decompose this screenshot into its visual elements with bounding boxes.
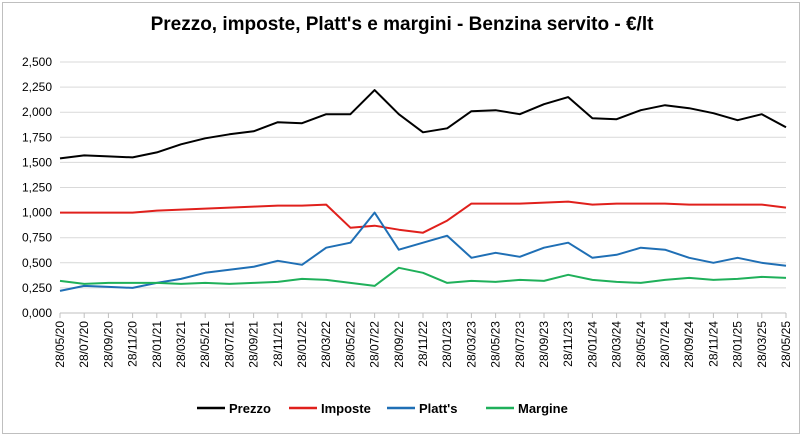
y-tick-label: 2,000 xyxy=(22,105,52,119)
x-tick-label: 28/01/23 xyxy=(440,321,454,368)
x-tick-label: 28/05/21 xyxy=(198,321,212,368)
x-tick-label: 28/05/25 xyxy=(779,321,793,368)
y-tick-label: 2,250 xyxy=(22,80,52,94)
x-tick-label: 28/07/20 xyxy=(77,321,91,368)
x-tick-label: 28/01/21 xyxy=(150,321,164,368)
x-tick-label: 28/05/20 xyxy=(53,321,67,368)
x-tick-label: 28/09/22 xyxy=(392,321,406,368)
chart-frame xyxy=(2,2,800,434)
x-tick-label: 28/09/23 xyxy=(537,321,551,368)
x-tick-label: 28/11/23 xyxy=(561,321,575,367)
legend-label: Imposte xyxy=(321,401,371,416)
x-tick-label: 28/09/24 xyxy=(682,321,696,368)
series-line-margine xyxy=(59,266,787,287)
y-tick-label: 1,500 xyxy=(22,155,52,169)
x-tick-label: 28/11/20 xyxy=(126,321,140,367)
x-tick-label: 28/01/24 xyxy=(585,321,599,368)
legend-label: Platt's xyxy=(419,401,458,416)
y-tick-label: 0,500 xyxy=(22,256,52,270)
series-line-imposte xyxy=(60,200,787,234)
y-tick-label: 0,250 xyxy=(22,281,52,295)
x-tick-label: 28/07/23 xyxy=(513,321,527,368)
y-tick-label: 0,750 xyxy=(22,231,52,245)
x-tick-label: 28/01/22 xyxy=(295,321,309,368)
x-tick-label: 28/01/25 xyxy=(731,321,745,368)
series-line-prezzo xyxy=(59,89,787,160)
y-tick-label: 1,750 xyxy=(22,130,52,144)
x-tick-label: 28/05/23 xyxy=(489,321,503,368)
y-tick-label: 2,500 xyxy=(22,55,52,69)
x-tick-label: 28/07/24 xyxy=(658,321,672,368)
x-tick-label: 28/03/25 xyxy=(755,321,769,368)
y-tick-label: 0,000 xyxy=(22,306,52,320)
x-tick-label: 28/03/21 xyxy=(174,321,188,368)
x-tick-label: 28/11/24 xyxy=(706,321,720,367)
y-tick-label: 1,000 xyxy=(22,206,52,220)
series-line-platts xyxy=(59,211,787,292)
x-tick-label: 28/09/21 xyxy=(247,321,261,368)
x-tick-label: 28/05/24 xyxy=(634,321,648,368)
legend-label: Prezzo xyxy=(229,401,271,416)
legend-label: Margine xyxy=(518,401,568,416)
y-tick-label: 1,250 xyxy=(22,181,52,195)
chart-title: Prezzo, imposte, Platt's e margini - Ben… xyxy=(150,14,654,35)
x-tick-label: 28/07/22 xyxy=(368,321,382,368)
x-tick-label: 28/11/22 xyxy=(416,321,430,367)
x-tick-label: 28/03/23 xyxy=(464,321,478,368)
x-tick-label: 28/09/20 xyxy=(101,321,115,368)
x-tick-label: 28/03/22 xyxy=(319,321,333,368)
x-tick-label: 28/11/21 xyxy=(271,321,285,367)
x-tick-label: 28/03/24 xyxy=(610,321,624,368)
x-tick-label: 28/07/21 xyxy=(222,321,236,368)
x-tick-label: 28/05/22 xyxy=(343,321,357,368)
